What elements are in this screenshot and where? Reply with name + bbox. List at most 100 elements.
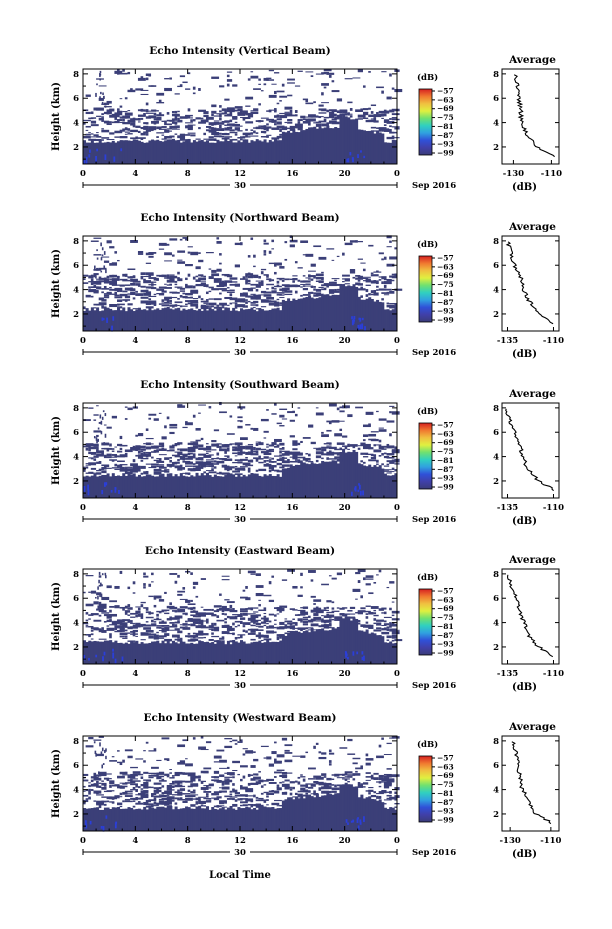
echo-cell [386, 443, 390, 447]
echo-cell [95, 155, 97, 162]
echo-cell [391, 131, 397, 134]
echo-cell [226, 107, 235, 111]
echo-cell [109, 282, 115, 285]
echo-cell [284, 461, 290, 464]
echo-cell [169, 431, 175, 435]
echo-cell [289, 460, 298, 463]
echo-cell [260, 476, 264, 498]
echo-cell [174, 791, 183, 794]
echo-cell [258, 83, 261, 85]
echo-cell [177, 110, 180, 113]
echo-cell [229, 805, 233, 831]
echo-cell [386, 120, 390, 122]
echo-cell [156, 803, 159, 806]
echo-cell [271, 127, 280, 130]
echo-cell [281, 468, 285, 498]
echo-cell [216, 460, 225, 464]
echo-cell [171, 118, 178, 121]
echo-cell [221, 605, 227, 609]
echo-cell [328, 626, 332, 629]
echo-cell [323, 118, 327, 122]
echo-cell [174, 133, 178, 135]
echo-cell [221, 306, 225, 309]
echo-cell [381, 281, 384, 285]
echo-cell [310, 297, 314, 331]
echo-cell [360, 299, 364, 331]
echo-cell [216, 809, 220, 831]
echo-cell [284, 635, 288, 664]
echo-cell [326, 248, 335, 250]
x-tick-label: 12 [234, 336, 246, 346]
echo-cell [124, 635, 128, 638]
colorbar-tick-label: −69 [437, 771, 454, 780]
echo-cell [339, 785, 343, 831]
echo-cell [182, 627, 191, 630]
echo-cell [221, 444, 230, 448]
echo-cell [300, 130, 304, 164]
echo-cell [187, 273, 191, 277]
echo-cell [287, 411, 295, 414]
echo-cell [292, 465, 296, 498]
echo-cell [95, 437, 98, 441]
echo-cell [216, 128, 225, 132]
echo-cell [297, 132, 301, 164]
profile-y-tick-label: 4 [493, 453, 499, 463]
echo-cell [245, 456, 248, 459]
echo-cell [391, 601, 395, 603]
echo-cell [151, 475, 155, 498]
echo-cell [305, 792, 309, 795]
echo-cell [391, 449, 400, 452]
echo-cell [271, 286, 275, 290]
echo-cell [177, 772, 186, 775]
echo-cell [102, 656, 104, 662]
echo-cell [153, 597, 157, 600]
echo-cell [376, 86, 384, 89]
echo-cell [166, 785, 172, 789]
echo-cell [177, 442, 183, 445]
echo-cell [229, 126, 233, 130]
echo-cell [260, 642, 264, 664]
echo-cell [284, 620, 293, 623]
echo-cell [200, 620, 209, 622]
echo-cell [205, 443, 209, 445]
echo-cell [103, 447, 112, 450]
echo-cell [226, 83, 230, 87]
echo-cell [190, 614, 196, 617]
echo-cell [156, 631, 159, 634]
echo-cell [347, 158, 350, 163]
echo-cell [103, 456, 112, 459]
echo-cell [161, 302, 170, 304]
echo-cell [93, 601, 99, 605]
echo-cell [274, 72, 280, 74]
echo-cell [169, 805, 173, 831]
echo-cell [383, 807, 387, 831]
echo-cell [323, 127, 327, 164]
echo-cell [258, 78, 261, 81]
echo-cell [281, 287, 290, 291]
echo-cell [271, 807, 275, 831]
echo-cell [187, 632, 191, 635]
echo-cell [143, 471, 149, 475]
echo-cell [240, 635, 243, 639]
echo-cell [315, 288, 322, 292]
echo-cell [205, 461, 214, 463]
echo-cell [234, 121, 238, 124]
colorbar-tick-label: −63 [437, 762, 454, 771]
echo-cell [391, 635, 397, 639]
echo-cell [171, 128, 180, 130]
echo-cell [205, 462, 214, 466]
echo-cell [383, 611, 387, 615]
echo-cell [198, 404, 206, 406]
echo-cell [156, 596, 162, 599]
profile-x-tick-label: -130 [503, 169, 524, 179]
echo-cell [122, 625, 128, 628]
echo-cell [98, 311, 102, 331]
echo-cell [274, 741, 277, 744]
echo-cell [355, 286, 359, 331]
echo-cell [211, 476, 215, 498]
echo-cell [226, 74, 230, 78]
echo-cell [360, 607, 366, 610]
echo-cell [211, 309, 215, 331]
echo-cell [376, 574, 379, 576]
echo-cell [114, 296, 123, 299]
